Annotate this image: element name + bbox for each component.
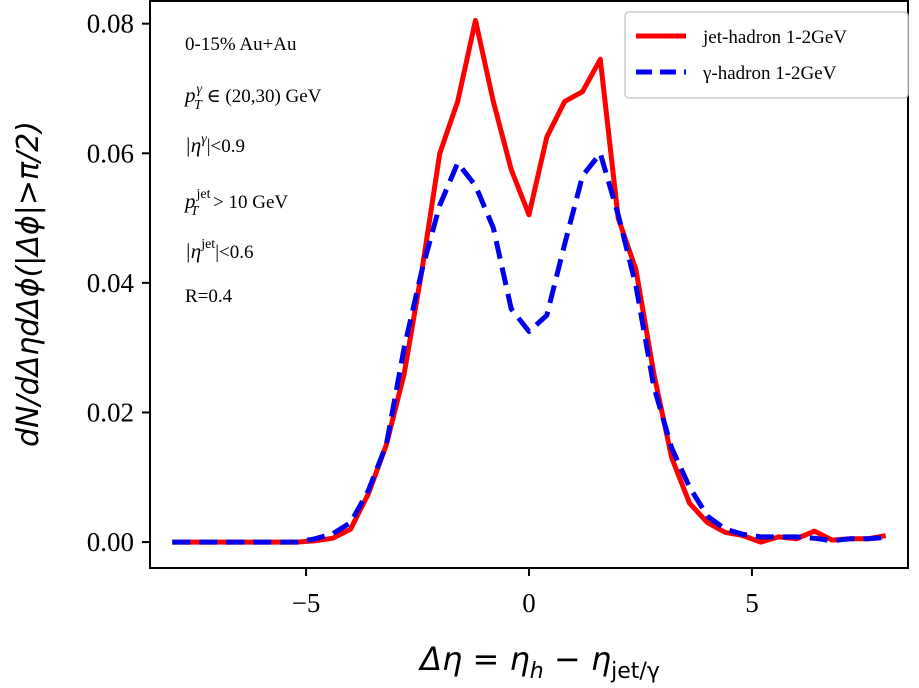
legend-box: [624, 11, 909, 99]
y-axis-label: dN/dΔηdΔϕ(|Δϕ|>π/2): [11, 121, 46, 447]
ticks-layer: −5 0 5 0.00 0.02 0.04 0.06 0.08: [87, 9, 759, 618]
annotation-pt-jet: pjet T > 10 GeV: [183, 187, 288, 219]
x-tick-label: −5: [292, 588, 321, 618]
y-tick-label: 0.02: [87, 397, 134, 427]
annotation-centrality: 0-15% Au+Au: [185, 34, 297, 55]
y-tick-label: 0.00: [87, 527, 134, 557]
y-tick-label: 0.04: [87, 268, 135, 298]
annotation-block: 0-15% Au+Au pγ T ∈ (20,30) GeV |ηγ|<0.9 p…: [183, 34, 322, 307]
y-tick-label: 0.08: [87, 9, 134, 39]
legend-label-gamma-hadron: γ-hadron 1-2GeV: [702, 63, 837, 84]
y-tick-label: 0.06: [87, 138, 134, 168]
annotation-eta-jet: |ηjet|<0.6: [185, 237, 253, 263]
annotation-eta-gamma: |ηγ|<0.9: [185, 132, 245, 157]
legend: jet-hadron 1-2GeV γ-hadron 1-2GeV: [624, 11, 909, 99]
x-axis-label: Δη = ηh − ηjet/γ: [417, 640, 660, 684]
annotation-pt-gamma: pγ T ∈ (20,30) GeV: [183, 82, 322, 113]
legend-label-jet-hadron: jet-hadron 1-2GeV: [702, 27, 847, 48]
series-line-gamma-hadron: [172, 150, 886, 545]
x-tick-label: 5: [745, 588, 759, 618]
x-tick-label: 0: [522, 588, 536, 618]
annotation-radius: R=0.4: [185, 286, 233, 307]
data-layer: [172, 17, 887, 545]
